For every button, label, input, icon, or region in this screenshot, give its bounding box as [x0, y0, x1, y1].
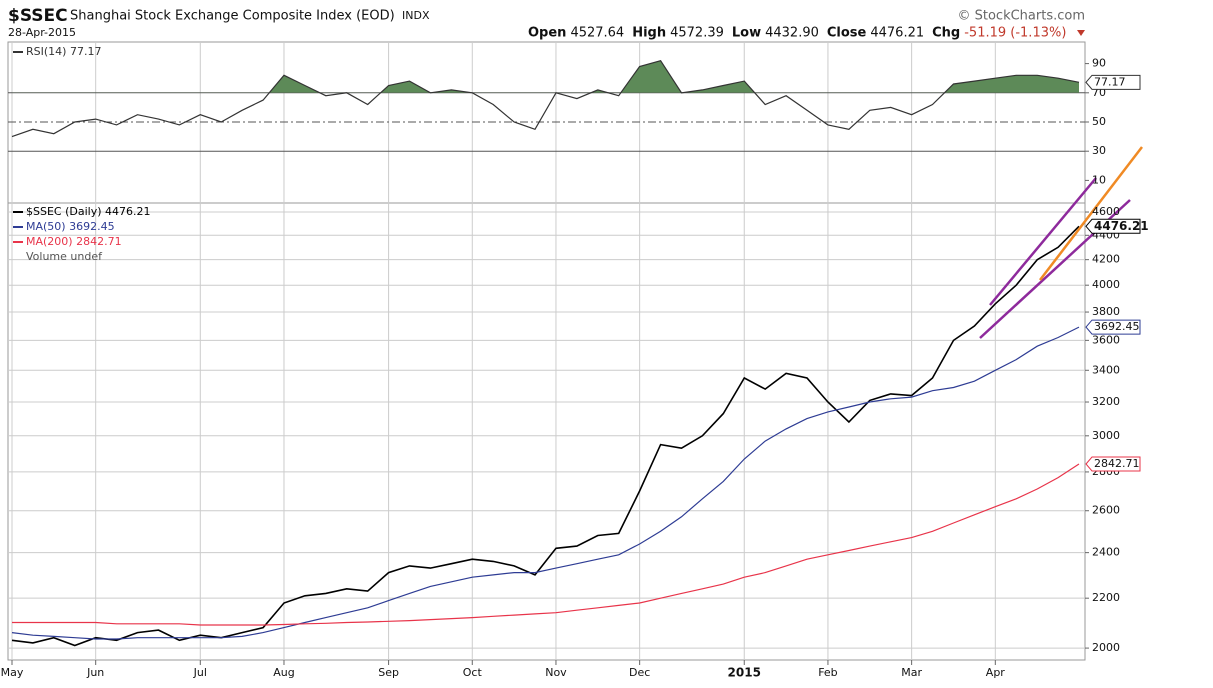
y-tick-label: 3400 [1092, 363, 1120, 376]
y-tick-label: 2000 [1092, 641, 1120, 654]
trend-line [1039, 146, 1143, 281]
legend-label: Volume undef [26, 250, 103, 263]
area [269, 60, 1079, 93]
y-tick-label: 4600 [1092, 205, 1120, 218]
x-tick-label: Nov [545, 666, 567, 679]
down-arrow [1077, 30, 1085, 36]
value-tag [1085, 218, 1141, 234]
plot [11, 60, 1080, 647]
quote-label: Low [732, 26, 761, 41]
legend-label: RSI(14) 77.17 [26, 45, 101, 58]
value-tag [1085, 456, 1141, 472]
index-name: Shanghai Stock Exchange Composite Index … [70, 9, 395, 24]
quote-label: Open [528, 26, 566, 41]
grid [8, 43, 1085, 660]
symbol: $SSEC [8, 6, 68, 26]
series-line [11, 60, 1080, 138]
source: © StockCharts.com [957, 9, 1085, 24]
x-tick-label: Sep [378, 666, 399, 679]
x-tick-label: May [1, 666, 24, 679]
x-tick-label: Jul [193, 666, 207, 679]
exchange: INDX [402, 9, 430, 22]
y-tick-label: 4200 [1092, 253, 1120, 266]
y-tick-label: 10 [1092, 173, 1106, 186]
y-tick-label: 2400 [1092, 546, 1120, 559]
y-tick-label: 2200 [1092, 591, 1120, 604]
series-line [11, 326, 1080, 640]
y-tick-label: 3200 [1092, 395, 1120, 408]
legend-label: MA(200) 2842.71 [26, 235, 122, 248]
value-tag [1085, 74, 1141, 90]
labels: May Jun Jul Aug Sep Oct Nov Dec 2015 Feb Mar Apr 90 7… [1, 45, 1149, 680]
y-tick-label: 2600 [1092, 504, 1120, 517]
quote-value: 4476.21 [870, 26, 924, 41]
value-tag-label: 3692.45 [1094, 320, 1140, 333]
quote-value: 4572.39 [670, 26, 724, 41]
legend-label: MA(50) 3692.45 [26, 220, 115, 233]
y-tick-label: 3000 [1092, 429, 1120, 442]
quote-label: Chg [932, 26, 960, 41]
x-tick-label: Dec [629, 666, 650, 679]
x-tick-label: Apr [986, 666, 1006, 679]
x-tick-label: 2015 [728, 666, 761, 680]
x-tick-label: Oct [463, 666, 483, 679]
y-tick-label: 90 [1092, 57, 1106, 70]
y-tick-label: 4000 [1092, 278, 1120, 291]
quote-value: 4432.90 [765, 26, 819, 41]
y-tick-label: 3800 [1092, 305, 1120, 318]
quote-label: High [632, 26, 666, 41]
x-tick-label: Aug [273, 666, 294, 679]
x-tick-label: Mar [901, 666, 922, 679]
legend-label: $SSEC (Daily) 4476.21 [26, 205, 151, 218]
y-tick-label: 3600 [1092, 333, 1120, 346]
x-tick-label: Feb [818, 666, 837, 679]
value-tag [1085, 319, 1141, 335]
value-tag-label: 4476.21 [1094, 219, 1149, 233]
channel-upper [989, 177, 1097, 306]
series-line [12, 463, 1080, 626]
value-tag-label: 77.17 [1094, 75, 1126, 88]
y-tick-label: 30 [1092, 144, 1106, 157]
y-tick-label: 50 [1092, 115, 1106, 128]
value-tag-label: 2842.71 [1094, 457, 1140, 470]
quote-label: Close [827, 26, 867, 41]
quote-value: 4527.64 [570, 26, 624, 41]
quote-value: -51.19 (-1.13%) [964, 26, 1066, 41]
x-tick-label: Jun [86, 666, 104, 679]
quote: Open 4527.64 High 4572.39 Low 4432.90 Close 447… [528, 26, 1066, 41]
frame [7, 41, 1086, 661]
date: 28-Apr-2015 [8, 26, 76, 39]
